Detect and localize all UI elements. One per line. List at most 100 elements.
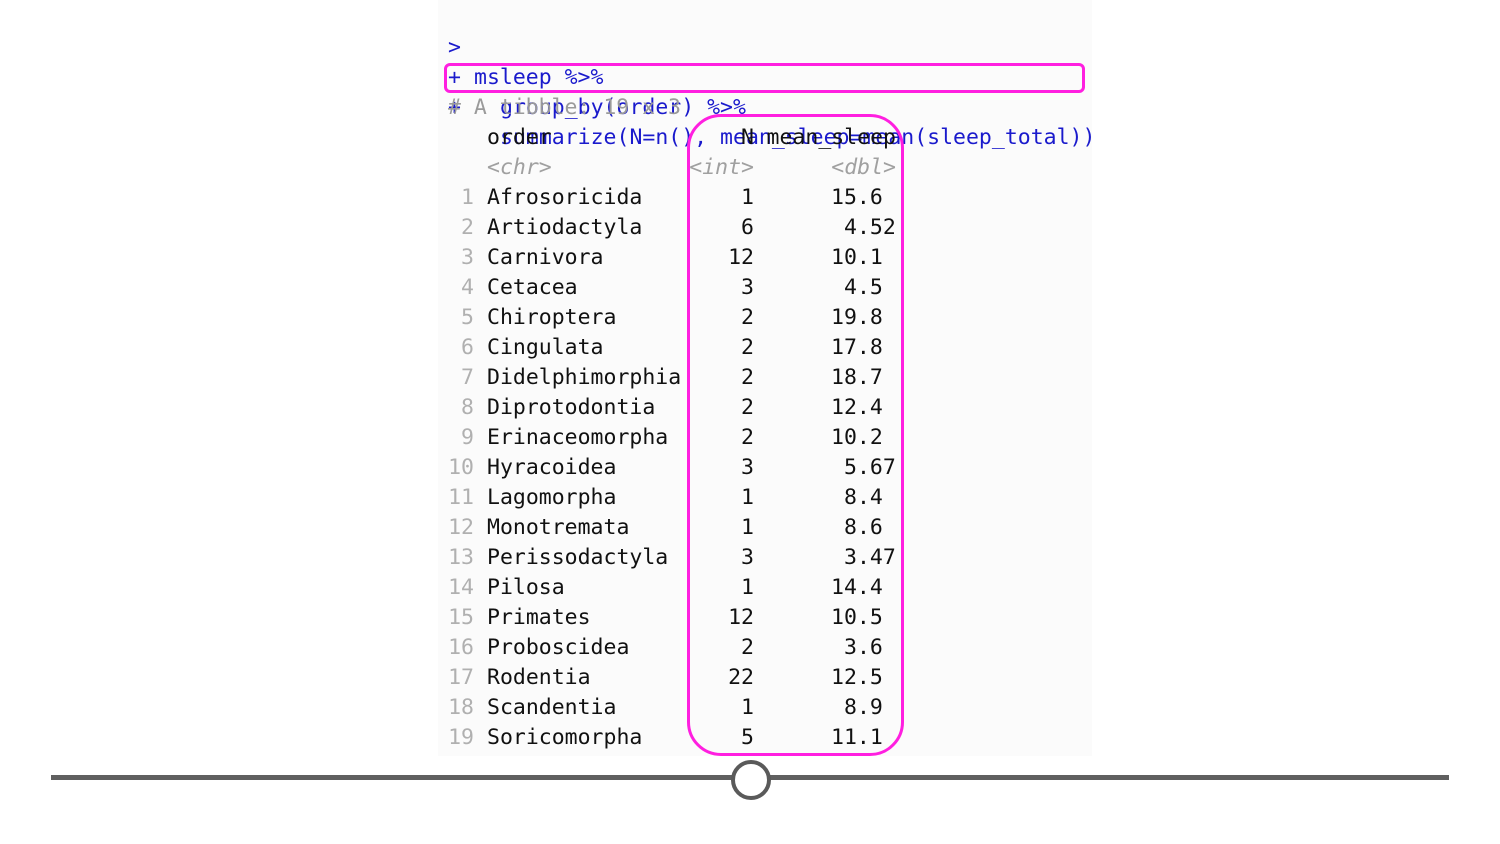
row-number: 2 xyxy=(461,215,474,240)
cell-n: 2 xyxy=(741,305,754,330)
cell-order: Hyracoidea xyxy=(487,455,617,480)
cell-n: 5 xyxy=(741,725,754,750)
cell-mean-sleep-wrapper: 10.5 xyxy=(831,603,895,633)
cell-order: Cingulata xyxy=(487,335,604,360)
cell-mean-sleep-wrapper: 17.8 xyxy=(831,333,895,363)
cell-order: Afrosoricida xyxy=(487,185,643,210)
cell-mean-sleep-wrapper: 12.4 xyxy=(831,393,895,423)
row-number: 15 xyxy=(448,605,474,630)
cell-n: 2 xyxy=(741,635,754,660)
console-prompt: > xyxy=(448,35,461,60)
cell-n: 2 xyxy=(741,335,754,360)
console-prompt: + xyxy=(448,65,461,90)
table-row: 4 Cetacea 3 4.5 xyxy=(438,273,1092,303)
cell-n: 1 xyxy=(741,485,754,510)
cell-mean-sleep: 4.5 xyxy=(844,275,883,300)
cell-order: Scandentia xyxy=(487,695,617,720)
cell-mean-sleep-wrapper: 8.4 xyxy=(831,483,908,513)
cell-mean-sleep: 19.8 xyxy=(831,305,883,330)
cell-n: 2 xyxy=(741,395,754,420)
row-number: 8 xyxy=(461,395,474,420)
cell-mean-sleep: 10.1 xyxy=(831,245,883,270)
cell-mean-sleep: 5.67 xyxy=(844,455,896,480)
cell-mean-sleep-wrapper: 3.6 xyxy=(831,633,908,663)
cell-n: 2 xyxy=(741,425,754,450)
command-text: summarize(N=n(), mean_sleep=mean(sleep_t… xyxy=(500,125,1096,150)
row-number: 3 xyxy=(461,245,474,270)
table-row: 15 Primates 12 10.5 xyxy=(438,603,1092,633)
cell-mean-sleep-wrapper: 8.9 xyxy=(831,693,908,723)
cell-n: 12 xyxy=(728,605,754,630)
cell-order: Artiodactyla xyxy=(487,215,643,240)
table-row: 8 Diprotodontia 2 12.4 xyxy=(438,393,1092,423)
row-number: 6 xyxy=(461,335,474,360)
cell-mean-sleep: 8.6 xyxy=(844,515,883,540)
table-row: 5 Chiroptera 2 19.8 xyxy=(438,303,1092,333)
cell-mean-sleep-wrapper: 19.8 xyxy=(831,303,895,333)
cell-mean-sleep-wrapper: 3.47 xyxy=(831,543,908,573)
cell-n: 12 xyxy=(728,245,754,270)
table-row: 17 Rodentia 22 12.5 xyxy=(438,663,1092,693)
column-type-order: <chr> xyxy=(487,155,552,180)
cell-order: Primates xyxy=(487,605,591,630)
cell-mean-sleep: 11.1 xyxy=(831,725,883,750)
row-number: 18 xyxy=(448,695,474,720)
cell-mean-sleep-wrapper: 15.6 xyxy=(831,183,895,213)
row-number: 1 xyxy=(461,185,474,210)
table-row: 6 Cingulata 2 17.8 xyxy=(438,333,1092,363)
command-line-1: > msleep %>% xyxy=(438,3,1092,90)
table-row: 16 Proboscidea 2 3.6 xyxy=(438,633,1092,663)
cell-n: 3 xyxy=(741,455,754,480)
cell-n: 6 xyxy=(741,215,754,240)
cell-mean-sleep-wrapper: 10.2 xyxy=(831,423,895,453)
cell-mean-sleep: 15.6 xyxy=(831,185,883,210)
cell-mean-sleep-wrapper: 10.1 xyxy=(831,243,895,273)
table-row: 2 Artiodactyla 6 4.52 xyxy=(438,213,1092,243)
row-number: 7 xyxy=(461,365,474,390)
table-row: 10 Hyracoidea 3 5.67 xyxy=(438,453,1092,483)
table-row: 11 Lagomorpha 1 8.4 xyxy=(438,483,1092,513)
table-row: 13 Perissodactyla 3 3.47 xyxy=(438,543,1092,573)
cell-mean-sleep: 3.47 xyxy=(844,545,896,570)
table-row: 9 Erinaceomorpha 2 10.2 xyxy=(438,423,1092,453)
cell-order: Diprotodontia xyxy=(487,395,656,420)
row-number: 13 xyxy=(448,545,474,570)
table-row: 14 Pilosa 1 14.4 xyxy=(438,573,1092,603)
column-type-row: <chr> <int> <dbl> xyxy=(438,153,1092,183)
cell-order: Perissodactyla xyxy=(487,545,669,570)
tibble-comment: # A tibble: 19 x 3 xyxy=(448,95,681,120)
row-number: 19 xyxy=(448,725,474,750)
table-row: 19 Soricomorpha 5 11.1 xyxy=(438,723,1092,753)
column-header-mean-sleep: mean_sleep xyxy=(766,125,896,150)
row-number: 16 xyxy=(448,635,474,660)
table-row: 1 Afrosoricida 1 15.6 xyxy=(438,183,1092,213)
row-number: 17 xyxy=(448,665,474,690)
row-number: 9 xyxy=(461,425,474,450)
command-text: group_by(order) %>% xyxy=(500,95,746,120)
cell-n: 1 xyxy=(741,575,754,600)
console-prompt: + xyxy=(448,95,461,120)
cell-n: 3 xyxy=(741,275,754,300)
cell-order: Proboscidea xyxy=(487,635,630,660)
cell-mean-sleep: 18.7 xyxy=(831,365,883,390)
cell-mean-sleep: 8.9 xyxy=(844,695,883,720)
row-number: 12 xyxy=(448,515,474,540)
cell-n: 22 xyxy=(728,665,754,690)
column-type-n: <int> xyxy=(689,155,754,180)
cell-mean-sleep-wrapper: 5.67 xyxy=(831,453,908,483)
row-number: 11 xyxy=(448,485,474,510)
table-row: 7 Didelphimorphia 2 18.7 xyxy=(438,363,1092,393)
cell-order: Erinaceomorpha xyxy=(487,425,669,450)
column-header-n: N xyxy=(741,125,754,150)
cell-mean-sleep-wrapper: 14.4 xyxy=(831,573,895,603)
video-progress-handle[interactable] xyxy=(731,760,771,800)
column-type-mean-sleep: <dbl> xyxy=(831,155,896,180)
cell-mean-sleep-wrapper: 12.5 xyxy=(831,663,895,693)
cell-mean-sleep: 12.4 xyxy=(831,395,883,420)
cell-order: Soricomorpha xyxy=(487,725,643,750)
command-text: msleep %>% xyxy=(474,65,604,90)
cell-n: 1 xyxy=(741,515,754,540)
cell-mean-sleep: 17.8 xyxy=(831,335,883,360)
cell-order: Chiroptera xyxy=(487,305,617,330)
row-number: 5 xyxy=(461,305,474,330)
